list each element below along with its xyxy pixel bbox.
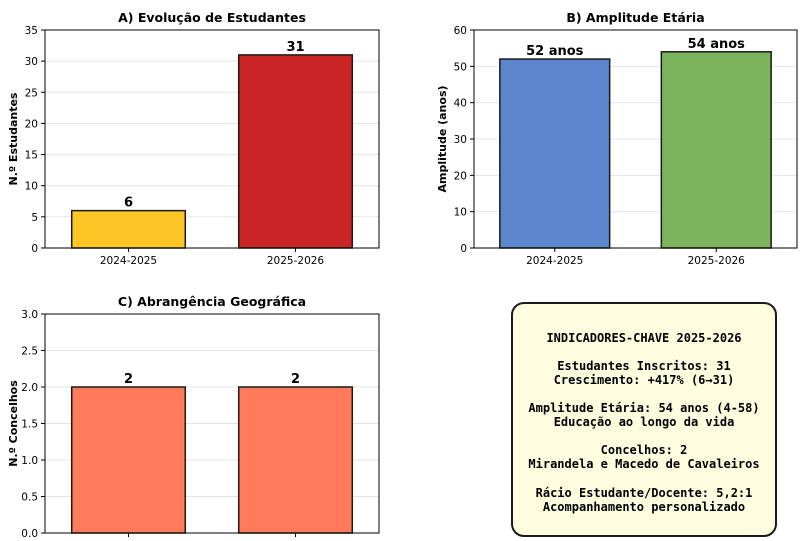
- bar: [237, 386, 354, 534]
- y-tick-label: 15: [25, 150, 38, 162]
- y-tick-label: 40: [454, 98, 467, 110]
- kpi-line-ratio: Rácio Estudante/Docente: 5,2:1: [536, 486, 753, 500]
- y-tick-label: 0: [460, 243, 467, 255]
- y-tick-label: 2.0: [21, 382, 38, 394]
- y-tick-label: 5: [31, 212, 38, 224]
- y-tick-label: 35: [25, 25, 38, 37]
- y-axis-label: N.º Concelhos: [7, 380, 20, 467]
- y-tick-label: 3.0: [21, 309, 38, 321]
- y-tick-label: 20: [25, 118, 38, 130]
- kpi-title: INDICADORES-CHAVE 2025-2026: [546, 331, 741, 345]
- y-tick-label: 0.0: [21, 528, 38, 540]
- bar-value-label: 52 anos: [526, 44, 584, 59]
- y-tick-label: 60: [454, 25, 467, 37]
- y-tick-label: 25: [25, 87, 38, 99]
- y-tick-label: 20: [454, 170, 467, 182]
- kpi-box: INDICADORES-CHAVE 2025-2026 Estudantes I…: [511, 302, 777, 537]
- plot-frame: [44, 313, 380, 534]
- kpi-line-age-range: Amplitude Etária: 54 anos (4-58): [528, 401, 759, 415]
- kpi-line-municipalities: Concelhos: 2: [601, 443, 688, 457]
- kpi-line-followup: Acompanhamento personalizado: [543, 500, 745, 514]
- bar: [70, 209, 187, 249]
- x-tick-label: 2025-2026: [688, 255, 746, 267]
- bar-value-label: 2: [124, 372, 133, 387]
- y-tick-label: 2.5: [21, 346, 38, 358]
- y-axis-label: Amplitude (anos): [436, 85, 449, 192]
- bar: [499, 58, 611, 249]
- kpi-line-lifelong: Educação ao longo da vida: [554, 415, 735, 429]
- x-tick-label: 2025-2026: [267, 255, 325, 267]
- y-tick-label: 1.5: [21, 419, 38, 431]
- bar: [660, 51, 772, 249]
- y-tick-label: 30: [454, 134, 467, 146]
- bar: [70, 386, 187, 534]
- chart-panel-c: 22024-202522025-20260.00.51.01.52.02.53.…: [7, 294, 380, 541]
- x-tick-label: 2024-2025: [100, 255, 157, 267]
- kpi-box-frame: [511, 302, 777, 537]
- y-tick-label: 1.0: [21, 455, 38, 467]
- y-tick-label: 10: [25, 181, 38, 193]
- kpi-line-growth: Crescimento: +417% (6→31): [554, 373, 735, 387]
- y-tick-label: 10: [454, 207, 467, 219]
- y-tick-label: 30: [25, 56, 38, 68]
- chart-panel-b: 52 anos 2024-2025 54 anos 2025-2026 0 10 20 30 4…: [436, 10, 798, 267]
- kpi-line-students: Estudantes Inscritos: 31: [557, 359, 730, 373]
- bar-value-label: 54 anos: [688, 37, 746, 52]
- chart-title: B) Amplitude Etária: [566, 10, 704, 25]
- bar: [237, 54, 354, 249]
- chart-panel-a: 6 2024-2025 31 2025-2026 0 5 10 15 20 25 30 35 A) Ev…: [7, 10, 380, 267]
- y-axis-label: N.º Estudantes: [7, 92, 20, 185]
- chart-title: C) Abrangência Geográfica: [118, 294, 306, 309]
- y-tick-label: 50: [454, 61, 467, 73]
- kpi-line-municipality-names: Mirandela e Macedo de Cavaleiros: [528, 457, 759, 471]
- y-tick-label: 0: [31, 243, 38, 255]
- plot-frame: [473, 29, 798, 249]
- bar-value-label: 6: [124, 196, 133, 211]
- bar-value-label: 2: [291, 372, 300, 387]
- bar-value-label: 31: [286, 40, 304, 55]
- y-tick-label: 0.5: [21, 492, 38, 504]
- chart-title: A) Evolução de Estudantes: [118, 10, 306, 25]
- plot-frame: [44, 29, 380, 249]
- x-tick-label: 2024-2025: [526, 255, 583, 267]
